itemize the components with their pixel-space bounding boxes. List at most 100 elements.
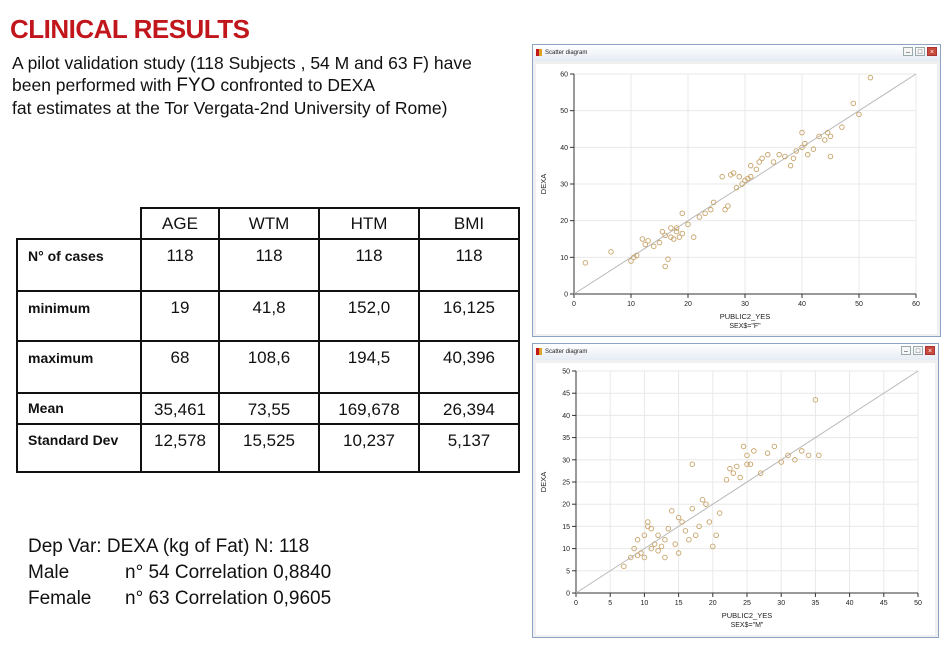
data-point [736, 173, 743, 180]
row-label: N° of cases [16, 238, 141, 291]
table-cell: 41,8 [218, 290, 319, 341]
close-icon[interactable]: × [925, 346, 935, 355]
data-point [648, 525, 654, 532]
table-cell: 169,678 [318, 392, 419, 424]
data-point [651, 541, 658, 547]
data-point [730, 470, 737, 476]
data-point [804, 151, 811, 158]
window-titlebar[interactable]: Scatter diagram – □ × [533, 344, 938, 360]
data-point [665, 256, 671, 262]
data-point [782, 153, 788, 160]
column-header: BMI [418, 207, 520, 239]
data-point [740, 443, 747, 450]
data-point [679, 210, 686, 217]
y-tick-label: 50 [560, 108, 568, 115]
table-header-row: AGE WTM HTM BMI [17, 207, 520, 239]
data-point [641, 532, 648, 539]
maximize-icon[interactable]: □ [915, 47, 925, 56]
table-cell: 15,525 [218, 423, 319, 473]
intro-line: fat estimates at the Tor Vergata-2nd Uni… [12, 98, 448, 118]
scatter-window-female[interactable]: Scatter diagram – □ × 0 10 20 30 40 50 60 0 10 20… [532, 44, 941, 337]
table-cell: 152,0 [318, 290, 419, 341]
table-row: maximum 68 108,6 194,5 40,396 [16, 340, 520, 393]
scatter-plot-female: 0 10 20 30 40 50 60 0 10 20 30 40 50 60 PUBLIC2_YES SEX… [536, 64, 937, 334]
data-point [816, 133, 822, 140]
close-icon[interactable]: × [927, 47, 937, 56]
data-point [651, 243, 657, 250]
table-cell: 26,394 [418, 392, 520, 424]
data-point [744, 461, 750, 467]
data-point [662, 554, 668, 561]
scatter-plot-male: 0 5 10 15 20 25 30 35 40 45 50 0 5 10 15 20 25 30 35 40 45 50… [536, 363, 935, 635]
female-label: Female [28, 588, 92, 609]
row-label: minimum [16, 290, 141, 341]
x-tick-label: 15 [675, 600, 683, 607]
data-point [692, 532, 699, 539]
data-point [670, 236, 677, 242]
data-point [710, 543, 716, 550]
data-point [642, 241, 648, 248]
x-tick-label: 45 [880, 600, 888, 607]
data-point [753, 166, 760, 173]
data-point [727, 465, 733, 472]
y-axis-label: DEXA [539, 472, 548, 492]
data-point [719, 173, 725, 180]
y-tick-label: 60 [560, 72, 568, 79]
data-point [641, 554, 648, 561]
data-point [737, 474, 743, 481]
data-point [631, 545, 637, 552]
table-row: N° of cases 118 118 118 118 [16, 238, 520, 291]
scatter-window-male[interactable]: Scatter diagram – □ × 0 5 10 15 20 25 30 35 40 45… [532, 343, 939, 638]
data-point [713, 532, 719, 539]
data-point [656, 239, 663, 246]
data-point [790, 155, 797, 162]
identity-line [573, 73, 917, 295]
data-point [682, 528, 689, 534]
x-axis-label: PUBLIC2_YES [720, 312, 770, 321]
x-tick-label: 0 [572, 301, 576, 308]
data-point [802, 140, 808, 147]
data-point [850, 100, 857, 107]
data-point [658, 543, 665, 550]
data-point [706, 519, 713, 525]
y-tick-label: 25 [562, 480, 570, 487]
intro-text: A pilot validation study (118 Subjects ,… [12, 52, 527, 119]
maximize-icon[interactable]: □ [913, 346, 923, 355]
data-point [689, 461, 696, 467]
y-tick-label: 50 [562, 369, 570, 376]
data-point [805, 452, 812, 459]
table-cell: 10,237 [318, 423, 419, 473]
data-point [662, 263, 668, 270]
data-point [665, 525, 672, 532]
data-point [702, 210, 708, 217]
male-label: Male [28, 562, 70, 583]
window-titlebar[interactable]: Scatter diagram – □ × [533, 45, 940, 61]
data-point [722, 206, 728, 213]
x-tick-label: 20 [684, 301, 692, 308]
minimize-icon[interactable]: – [903, 47, 913, 56]
y-tick-label: 40 [562, 413, 570, 420]
data-point [765, 151, 771, 158]
data-point [747, 162, 754, 169]
data-point [634, 536, 641, 543]
x-tick-label: 20 [709, 600, 717, 607]
minimize-icon[interactable]: – [901, 346, 911, 355]
data-point [747, 461, 754, 467]
data-point [655, 548, 661, 554]
table-cell: 12,578 [140, 423, 219, 473]
data-point [787, 162, 794, 169]
male-correlation: n° 54 Correlation 0,8840 [125, 562, 332, 583]
dep-var-line: Dep Var: DEXA (kg of Fat) N: 118 [28, 536, 310, 557]
table-cell: 35,461 [140, 392, 219, 424]
table-cell: 118 [418, 238, 520, 291]
data-point [716, 510, 723, 516]
table-cell: 194,5 [318, 340, 419, 393]
y-tick-label: 5 [566, 568, 570, 575]
data-point [639, 236, 646, 242]
data-point [799, 129, 805, 136]
data-point [723, 477, 730, 483]
intro-line: been performed with FYO confronted to DE… [12, 74, 527, 97]
y-tick-label: 20 [560, 218, 568, 225]
female-line: Female n° 63 Correlation 0,9605 [28, 586, 331, 612]
data-point [856, 111, 862, 118]
